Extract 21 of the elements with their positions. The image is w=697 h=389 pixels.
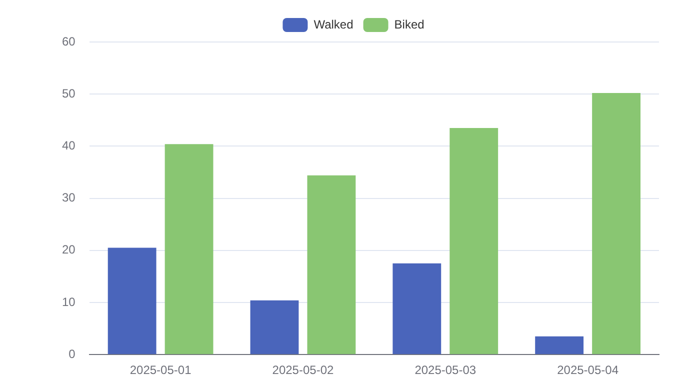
legend-label: Biked — [394, 17, 424, 32]
x-tick-label: 2025-05-01 — [130, 363, 192, 378]
y-tick-label: 50 — [62, 86, 76, 100]
bar — [164, 144, 214, 354]
bar — [108, 248, 156, 354]
bar — [450, 128, 498, 354]
y-tick-label: 40 — [62, 138, 76, 153]
bar — [250, 300, 299, 354]
x-tick-label: 2025-05-02 — [272, 363, 334, 378]
y-tick-label: 0 — [68, 346, 76, 361]
x-tick-label: 2025-05-03 — [414, 363, 476, 378]
y-tick-label: 60 — [62, 34, 76, 48]
bar — [307, 175, 356, 354]
x-tick-label: 2025-05-04 — [557, 363, 619, 378]
y-tick-label: 30 — [62, 190, 76, 205]
bar — [592, 93, 640, 354]
bar — [535, 336, 584, 354]
y-tick-label: 10 — [62, 294, 76, 309]
bar — [392, 263, 442, 354]
legend-label: Walked — [314, 17, 354, 32]
y-tick-label: 20 — [62, 242, 76, 257]
